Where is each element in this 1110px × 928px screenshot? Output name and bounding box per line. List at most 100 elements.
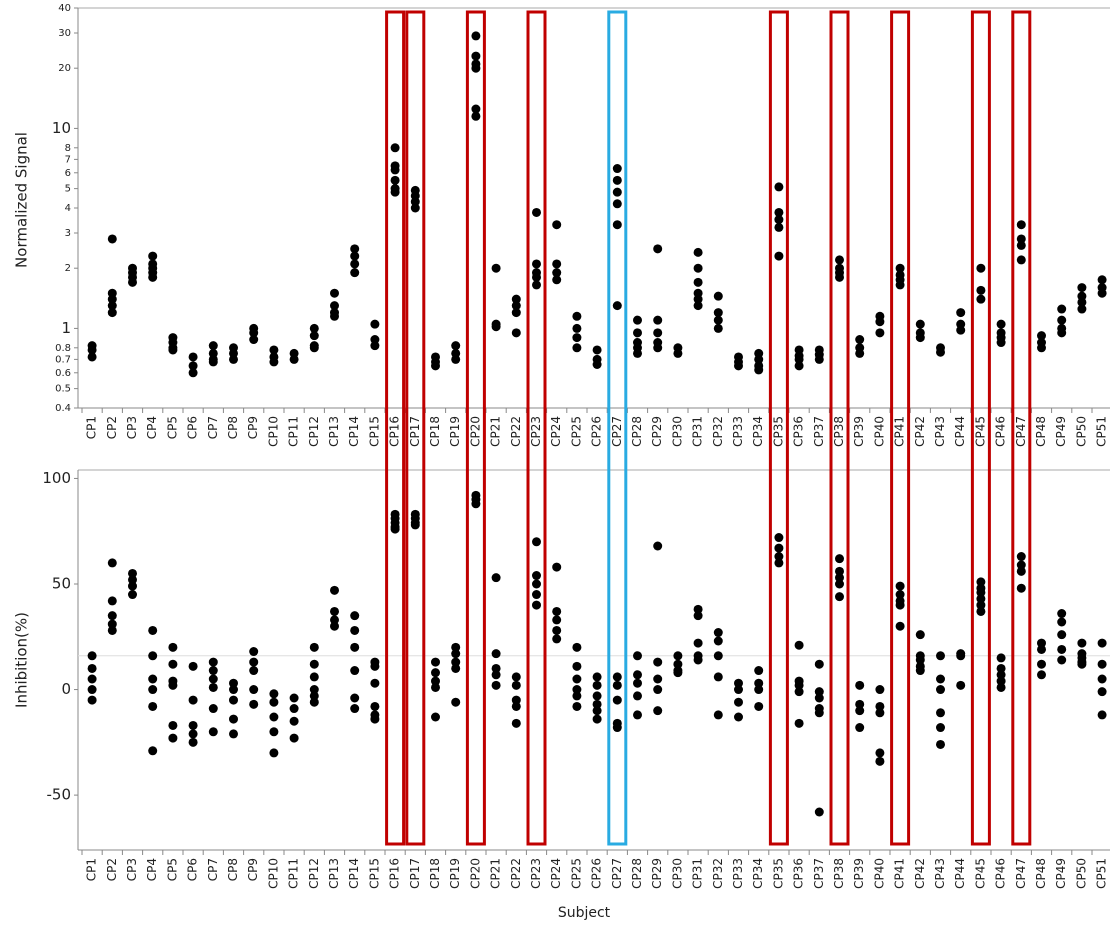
data-point (572, 311, 582, 321)
data-point (107, 558, 117, 568)
data-point (229, 678, 238, 688)
x-tick-label: CP38 (832, 416, 846, 447)
data-point (330, 311, 339, 321)
data-point (774, 215, 784, 225)
data-point (592, 714, 602, 724)
data-point (794, 687, 804, 697)
data-point (1077, 283, 1087, 293)
data-point (915, 630, 925, 640)
data-point (309, 343, 319, 353)
data-point (208, 341, 218, 351)
data-point (471, 63, 481, 73)
x-tick-label: CP6 (186, 416, 200, 439)
data-point (309, 323, 319, 333)
data-point (835, 272, 844, 282)
x-tick-label: CP22 (509, 858, 523, 889)
data-point (572, 685, 582, 695)
data-point (653, 706, 663, 716)
data-point (350, 251, 360, 261)
highlight-box (1011, 10, 1032, 846)
data-point (996, 319, 1006, 329)
data-point (107, 234, 117, 244)
data-point (511, 701, 521, 711)
data-point (370, 319, 380, 329)
x-tick-label: CP46 (994, 858, 1008, 889)
data-point (1016, 240, 1026, 250)
data-point (713, 651, 723, 661)
data-point (390, 143, 400, 153)
data-point (87, 685, 97, 695)
x-tick-label: CP47 (1014, 858, 1028, 889)
data-point (592, 699, 602, 709)
x-tick-label: CP28 (630, 858, 644, 889)
data-point (774, 222, 784, 232)
x-tick-label: CP48 (1034, 858, 1048, 889)
data-point (309, 685, 319, 695)
data-point (370, 678, 380, 688)
x-tick-label: CP22 (509, 416, 523, 447)
data-point (633, 328, 642, 338)
data-point (330, 301, 339, 311)
x-tick-label: CP17 (408, 416, 422, 447)
data-point (835, 573, 844, 583)
y-tick-label: 0.5 (55, 384, 71, 395)
x-tick-label: CP6 (186, 858, 200, 881)
data-point (87, 352, 97, 362)
data-point (350, 693, 360, 703)
data-point (471, 51, 481, 61)
data-point (814, 659, 824, 669)
data-point (814, 687, 824, 697)
x-tick-label: CP11 (287, 858, 301, 889)
data-point (693, 263, 703, 273)
data-point (734, 697, 743, 707)
data-point (87, 651, 97, 661)
data-point (592, 706, 602, 716)
data-point (552, 625, 562, 635)
data-point (107, 611, 117, 621)
data-point (1097, 687, 1107, 697)
data-point (653, 343, 663, 353)
data-point (1057, 644, 1067, 654)
y-tick-label: -50 (47, 786, 72, 804)
x-tick-label: CP24 (549, 858, 563, 889)
x-tick-label: CP44 (953, 858, 967, 889)
data-point (693, 604, 703, 614)
data-point (269, 357, 279, 367)
data-point (1037, 670, 1046, 680)
data-point (633, 710, 642, 720)
x-tick-label: CP43 (933, 858, 947, 889)
x-tick-label: CP43 (933, 416, 947, 447)
data-point (895, 581, 905, 591)
data-point (87, 663, 97, 673)
data-point (774, 182, 784, 192)
x-tick-label: CP23 (529, 858, 543, 889)
data-point (451, 341, 461, 351)
y-tick-label: 40 (58, 3, 71, 14)
data-point (915, 333, 925, 343)
data-point (552, 562, 562, 572)
x-tick-label: CP42 (913, 858, 927, 889)
data-point (451, 649, 461, 659)
data-point (229, 354, 238, 364)
data-point (532, 537, 541, 547)
y-axis-title: Inhibition(%) (13, 612, 31, 708)
data-point (148, 625, 158, 635)
data-point (794, 640, 804, 650)
data-point (168, 345, 178, 355)
data-point (107, 301, 117, 311)
data-point (1037, 644, 1046, 654)
data-point (794, 354, 804, 364)
data-point (996, 338, 1006, 348)
x-tick-label: CP1 (85, 858, 99, 881)
data-point (915, 319, 925, 329)
data-point (208, 704, 218, 714)
x-tick-label: CP4 (145, 858, 159, 881)
data-point (511, 672, 521, 682)
data-point (491, 663, 501, 673)
x-tick-label: CP2 (105, 416, 119, 439)
data-point (633, 670, 642, 680)
highlight-box (405, 10, 426, 846)
data-point (188, 737, 198, 747)
data-point (269, 689, 279, 699)
data-point (148, 746, 158, 756)
